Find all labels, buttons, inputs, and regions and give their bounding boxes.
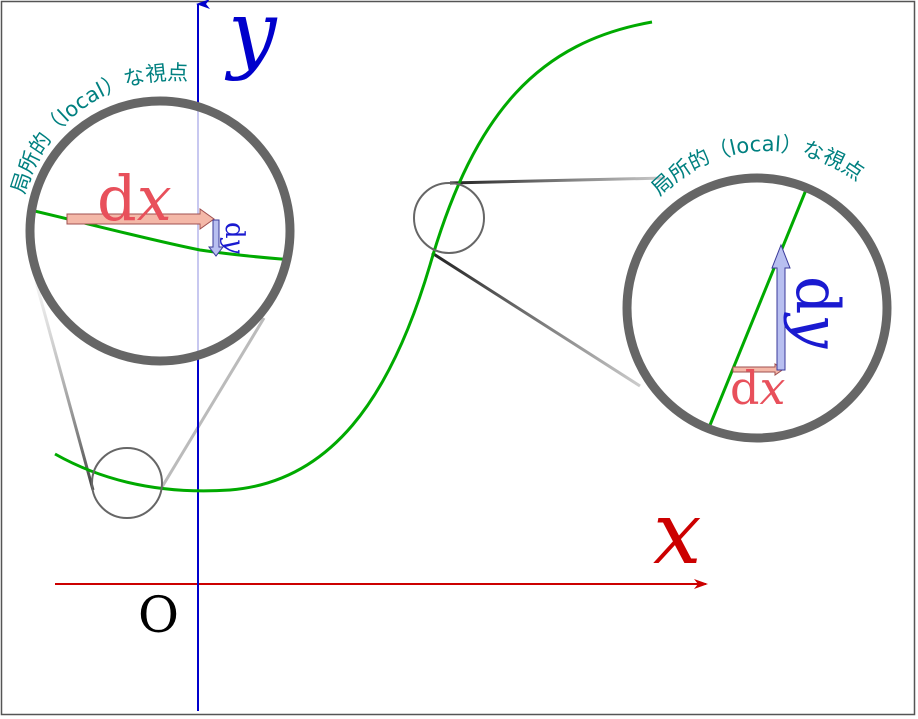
y-axis-label: y xyxy=(224,0,278,83)
left-small-lens xyxy=(91,447,163,519)
left-zoom-connector-a xyxy=(34,281,95,491)
right-dx-label: dx xyxy=(730,361,785,415)
right-zoom-connector-a xyxy=(449,176,666,185)
left-zoom-ring xyxy=(25,96,295,366)
left-dy-arrow xyxy=(207,219,225,257)
left-dx-label: dx xyxy=(97,162,172,235)
right-dy-label: dy xyxy=(782,276,852,349)
right-zoom-view: dx dy xyxy=(622,173,892,443)
function-curve xyxy=(54,20,653,493)
left-dx-arrow xyxy=(66,208,215,230)
right-small-lens xyxy=(413,182,485,254)
right-zoom-connector-b xyxy=(431,251,641,388)
right-zoom-curve xyxy=(706,184,810,431)
left-zoom-connector-b xyxy=(160,317,266,488)
right-zoom-ring xyxy=(622,173,892,443)
left-zoom-view: dx dy xyxy=(25,96,295,366)
right-dx-arrow xyxy=(732,363,784,376)
left-dy-label: dy xyxy=(219,222,249,254)
origin-label: O xyxy=(138,586,179,644)
x-axis-label: x xyxy=(653,484,702,584)
right-dy-arrow xyxy=(771,243,791,371)
